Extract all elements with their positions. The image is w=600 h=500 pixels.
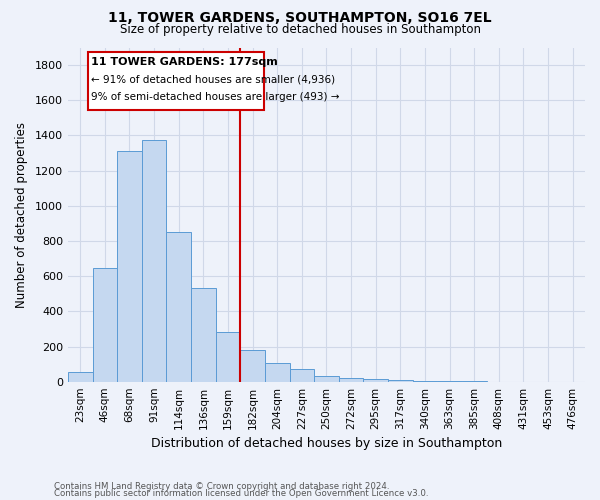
Bar [290,370,314,382]
Text: Contains HM Land Registry data © Crown copyright and database right 2024.: Contains HM Land Registry data © Crown c… [54,482,389,491]
Bar [265,363,290,382]
Bar [117,152,142,382]
Text: ← 91% of detached houses are smaller (4,936): ← 91% of detached houses are smaller (4,… [91,75,335,85]
Bar [314,376,339,382]
Text: 11, TOWER GARDENS, SOUTHAMPTON, SO16 7EL: 11, TOWER GARDENS, SOUTHAMPTON, SO16 7EL [108,11,492,25]
Text: 9% of semi-detached houses are larger (493) →: 9% of semi-detached houses are larger (4… [91,92,340,102]
Y-axis label: Number of detached properties: Number of detached properties [15,122,28,308]
Bar [215,332,240,382]
Text: Size of property relative to detached houses in Southampton: Size of property relative to detached ho… [119,24,481,36]
Bar [364,379,388,382]
Bar [142,140,166,382]
Bar [88,52,263,110]
Bar [240,350,265,382]
Bar [68,372,92,382]
Text: Contains public sector information licensed under the Open Government Licence v3: Contains public sector information licen… [54,489,428,498]
Bar [191,288,215,382]
Bar [437,381,462,382]
Bar [92,268,117,382]
Text: 11 TOWER GARDENS: 177sqm: 11 TOWER GARDENS: 177sqm [91,57,278,67]
Bar [413,381,437,382]
Bar [166,232,191,382]
Bar [339,378,364,382]
X-axis label: Distribution of detached houses by size in Southampton: Distribution of detached houses by size … [151,437,502,450]
Bar [388,380,413,382]
